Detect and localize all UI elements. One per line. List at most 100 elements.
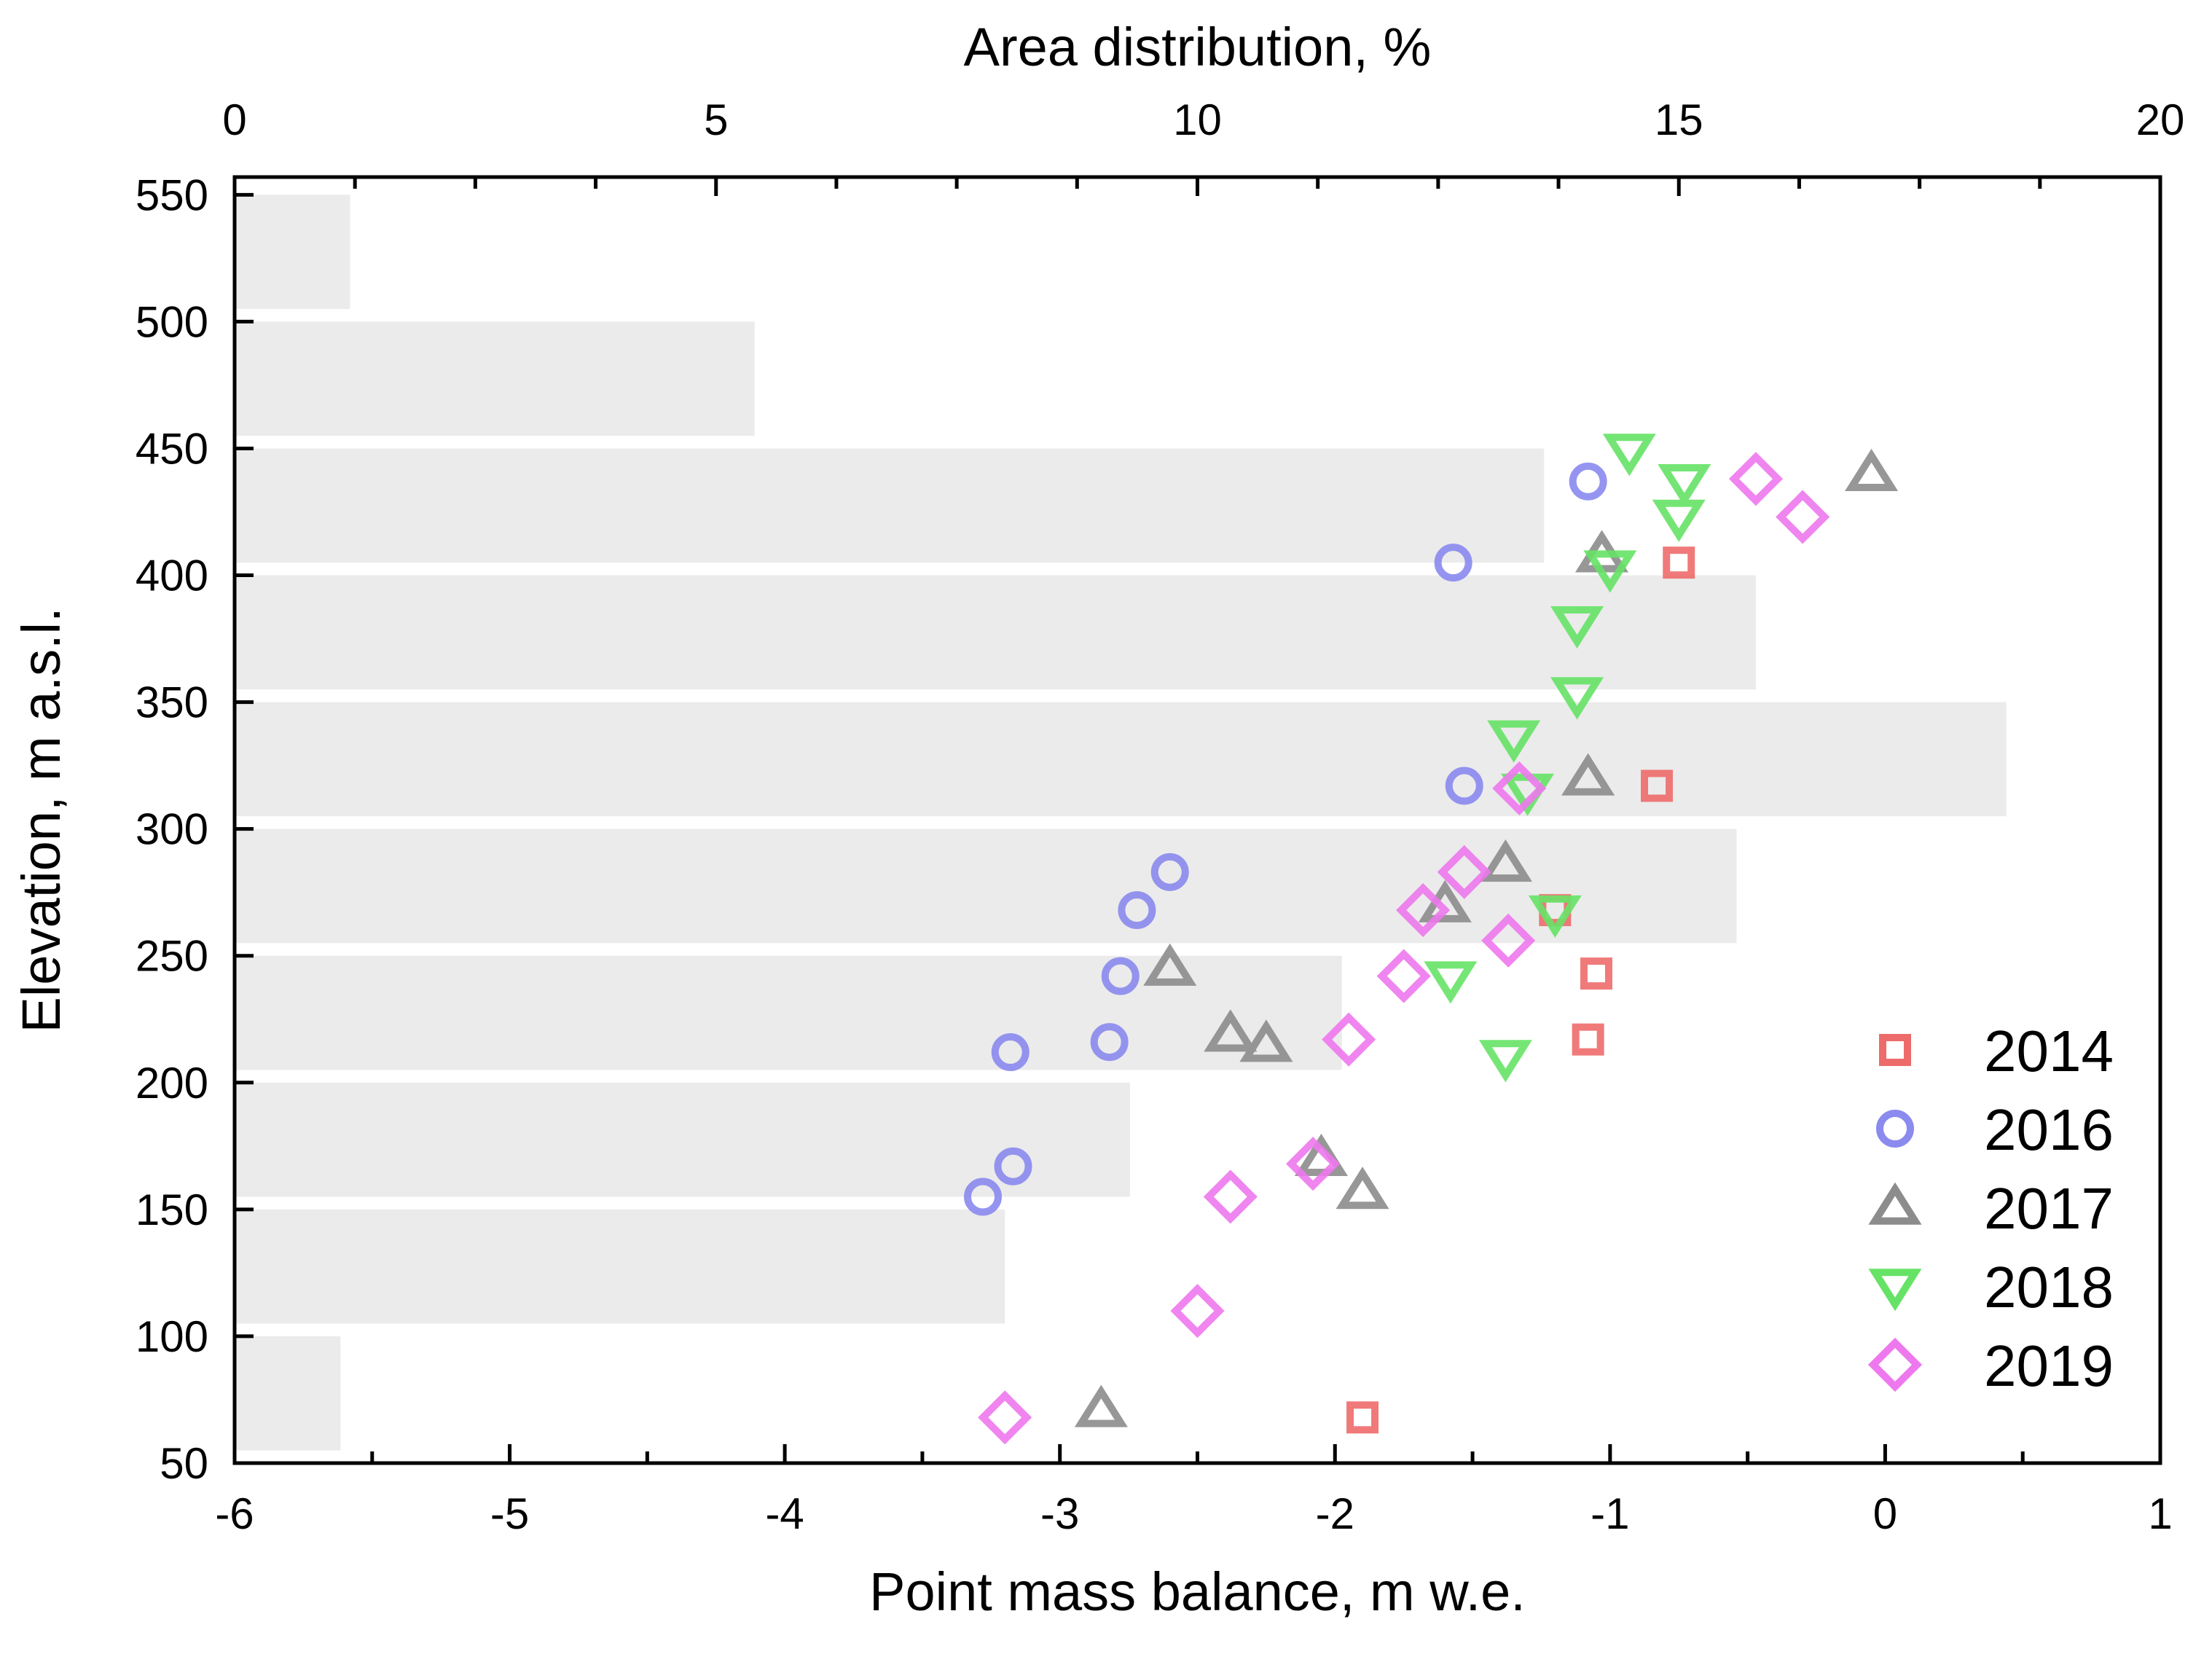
legend-marker-2019 — [1867, 1337, 1923, 1392]
y-tick-label: 450 — [136, 424, 208, 473]
x-tick-label: -3 — [1040, 1489, 1079, 1538]
legend-label-2017: 2017 — [1984, 1176, 2114, 1241]
point-2019 — [1203, 1169, 1258, 1224]
series-2018 — [1424, 434, 1711, 1083]
point-2018 — [1478, 1040, 1532, 1083]
point-2017 — [1336, 1167, 1389, 1210]
legend-item-2018: 2018 — [1868, 1255, 2114, 1320]
points-layer — [963, 434, 1899, 1445]
legend-item-2014: 2014 — [1879, 1019, 2114, 1083]
point-2018 — [1583, 550, 1637, 593]
area-bars-layer — [235, 195, 2007, 1451]
area-bar-205-250 — [235, 955, 1342, 1070]
top-tick-label: 15 — [1655, 95, 1703, 144]
legend-marker-2017 — [1868, 1182, 1922, 1225]
y-tick-label: 200 — [136, 1059, 208, 1108]
point-2016 — [994, 1147, 1032, 1185]
series-2016 — [963, 462, 1607, 1216]
y-tick-label: 100 — [136, 1312, 208, 1361]
point-2017 — [1074, 1384, 1128, 1427]
y-tick-label: 550 — [136, 171, 208, 219]
point-2019 — [1481, 913, 1536, 968]
legend-item-2017: 2017 — [1868, 1176, 2114, 1241]
point-2016 — [1090, 1023, 1129, 1062]
area-bar-155-200 — [235, 1082, 1130, 1197]
y-tick-label: 150 — [136, 1185, 208, 1234]
legend-item-2016: 2016 — [1876, 1097, 2114, 1162]
point-2017 — [1239, 1019, 1293, 1062]
point-2019 — [1776, 490, 1830, 544]
point-2016 — [1569, 462, 1607, 501]
area-bar-455-500 — [235, 321, 755, 436]
point-2018 — [1528, 895, 1582, 938]
top-tick-label: 10 — [1173, 95, 1222, 144]
point-2019 — [1728, 452, 1784, 506]
top-tick-label: 0 — [222, 95, 246, 144]
point-2018 — [1424, 961, 1478, 1004]
point-2018 — [1550, 605, 1604, 649]
legend: 2014 2016 2017 2018 2019 — [1867, 1019, 2114, 1398]
point-2014 — [1641, 769, 1674, 802]
point-2019 — [1437, 844, 1491, 899]
point-2017 — [1478, 839, 1532, 882]
point-2016 — [1434, 544, 1472, 582]
point-2018 — [1550, 677, 1604, 720]
point-2017 — [1204, 1009, 1258, 1052]
area-bar-255-300 — [235, 828, 1737, 944]
point-2017 — [1143, 943, 1197, 986]
legend-item-2019: 2019 — [1867, 1333, 2114, 1398]
point-2018 — [1602, 434, 1656, 477]
point-2019 — [1396, 883, 1451, 938]
area-bar-55-100 — [235, 1336, 341, 1451]
point-2014 — [1346, 1401, 1379, 1434]
legend-marker-2014 — [1879, 1034, 1911, 1066]
point-2014 — [1580, 957, 1612, 990]
point-2018 — [1487, 720, 1541, 763]
area-bar-355-400 — [235, 575, 1756, 690]
point-2016 — [1101, 957, 1140, 995]
y-tick-label: 250 — [136, 932, 208, 981]
x-tick-label: -1 — [1591, 1489, 1629, 1538]
legend-label-2019: 2019 — [1984, 1333, 2114, 1398]
point-2016 — [1445, 767, 1483, 805]
point-2019 — [1170, 1284, 1225, 1339]
x-tick-label: 0 — [1873, 1489, 1897, 1538]
point-2017 — [1561, 753, 1615, 796]
point-2016 — [1118, 891, 1156, 930]
area-bar-505-550 — [235, 195, 350, 310]
y-axis-title: Elevation, m a.s.l. — [11, 607, 71, 1032]
y-tick-label: 300 — [136, 805, 208, 854]
x-tick-label: -2 — [1316, 1489, 1354, 1538]
x-axis-title: Point mass balance, m w.e. — [869, 1561, 1526, 1622]
point-2017 — [1845, 448, 1899, 492]
point-2016 — [963, 1177, 1002, 1216]
point-2018 — [1652, 499, 1706, 542]
point-2019 — [1492, 761, 1547, 816]
y-tick-label: 400 — [136, 552, 208, 600]
y-tick-label: 50 — [160, 1439, 208, 1488]
y-tick-label: 500 — [136, 297, 208, 346]
x-tick-label: -6 — [215, 1489, 254, 1538]
area-bar-105-150 — [235, 1209, 1005, 1324]
point-2019 — [1376, 949, 1431, 1003]
point-2014 — [1663, 546, 1695, 579]
point-2019 — [978, 1390, 1032, 1445]
legend-marker-2018 — [1868, 1269, 1922, 1312]
point-2014 — [1572, 1023, 1604, 1056]
x-tick-label: -4 — [765, 1489, 804, 1538]
top-tick-label: 20 — [2136, 95, 2185, 144]
top-axis-title: Area distribution, % — [964, 17, 1432, 77]
series-2019 — [978, 452, 1830, 1445]
y-tick-label: 350 — [136, 678, 208, 727]
legend-marker-2016 — [1876, 1110, 1914, 1148]
point-2016 — [1150, 853, 1189, 891]
point-2019 — [1286, 1137, 1341, 1191]
ticks-layer: -6 -5 -4 -3 -2 -1 0 10 5 10 15 20501001502002503003… — [136, 95, 2184, 1538]
point-2016 — [991, 1033, 1029, 1072]
point-2019 — [1322, 1012, 1376, 1067]
area-bar-305-350 — [235, 702, 2007, 817]
legend-label-2016: 2016 — [1984, 1097, 2114, 1162]
legend-label-2018: 2018 — [1984, 1255, 2114, 1320]
x-tick-label: 1 — [2148, 1489, 2172, 1538]
